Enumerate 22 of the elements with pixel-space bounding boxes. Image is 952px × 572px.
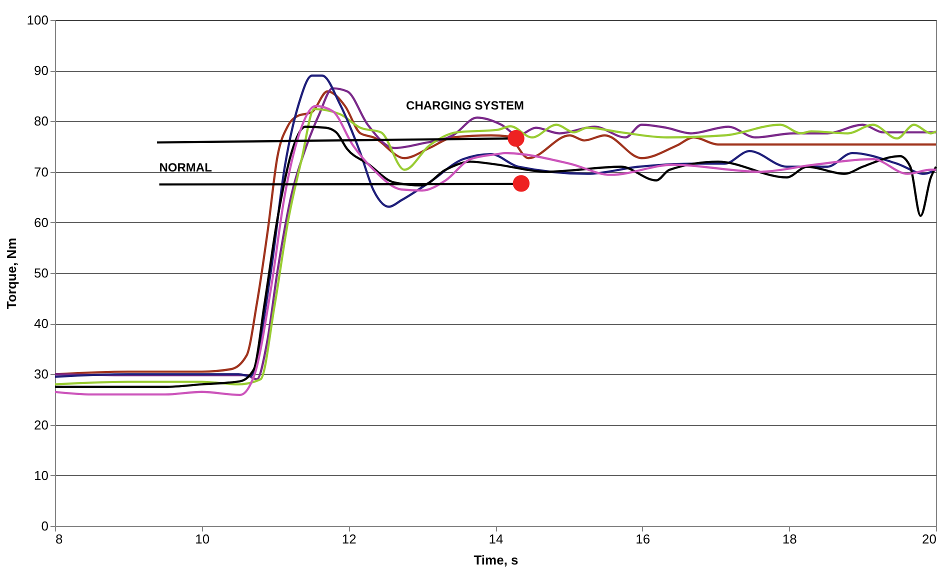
x-tick-label: 10	[195, 532, 210, 546]
x-tick-label: 8	[56, 532, 63, 546]
x-tick-label: 16	[636, 532, 650, 546]
y-tick-label: 0	[41, 518, 48, 534]
y-tick-label: 90	[34, 63, 48, 78]
y-tick-label: 30	[34, 366, 48, 382]
x-axis-title: Time, s	[474, 552, 518, 568]
y-tick-label: 80	[34, 114, 48, 129]
y-tick-label: 60	[34, 214, 48, 230]
y-tick-label: 70	[34, 164, 48, 180]
y-tick-label: 20	[34, 417, 48, 432]
y-tick-label: 100	[26, 12, 48, 28]
y-tick-label: 40	[34, 316, 48, 332]
y-tick-label: 50	[34, 266, 48, 280]
x-tick-label: 12	[342, 532, 356, 546]
annotation: CHARGING SYSTEM	[406, 98, 524, 112]
y-axis-title: Torque, Nm	[4, 238, 19, 310]
x-tick-label: 18	[782, 532, 797, 546]
y-tick-label: 10	[34, 468, 48, 483]
annotation: NORMAL	[159, 160, 212, 174]
x-tick-label: 14	[488, 532, 504, 546]
x-tick-label: 20	[922, 532, 936, 546]
